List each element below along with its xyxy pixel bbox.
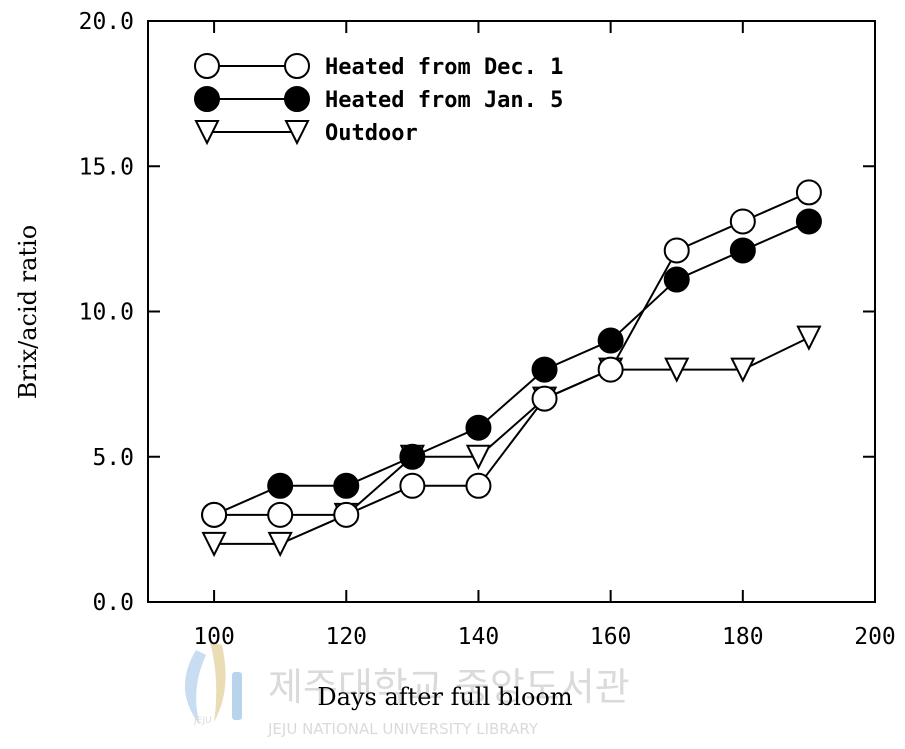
y-tick-label: 0.0: [92, 590, 134, 616]
x-tick-label: 160: [590, 624, 632, 650]
data-point-series-2: [729, 237, 756, 264]
x-tick-label: 200: [854, 624, 896, 650]
series-markers: [201, 179, 822, 558]
data-point-series-1: [267, 501, 294, 528]
data-point-series-1: [729, 208, 756, 235]
legend-marker: [284, 86, 310, 112]
series-line-1: [214, 191, 810, 516]
data-point-series-2: [531, 356, 558, 383]
data-point-series-1: [399, 472, 426, 499]
data-point-series-3: [796, 325, 822, 351]
y-tick-label: 15.0: [79, 154, 134, 180]
data-point-series-3: [664, 357, 690, 383]
legend-label: Heated from Dec. 1: [325, 55, 563, 80]
data-point-series-1: [333, 501, 360, 528]
y-tick-label: 10.0: [79, 300, 134, 326]
library-watermark: JEJU 제주대학교 중앙도서관 JEJU NATIONAL UNIVERSIT…: [184, 642, 630, 738]
watermark-english-text: JEJU NATIONAL UNIVERSITY LIBRARY: [267, 720, 539, 738]
series-line-3: [214, 336, 810, 545]
legend-marker: [284, 53, 310, 79]
legend-marker: [194, 120, 220, 146]
data-point-series-3: [465, 444, 492, 470]
data-point-series-3: [730, 357, 756, 383]
y-tick-label: 5.0: [92, 445, 134, 471]
watermark-korean-text: 제주대학교 중앙도서관: [268, 665, 630, 709]
data-point-series-1: [597, 356, 624, 383]
data-point-series-2: [333, 472, 360, 499]
legend: Heated from Dec. 1 Heated from Jan. 5 Outd…: [194, 53, 563, 146]
data-point-series-1: [201, 501, 228, 528]
data-point-series-3: [201, 531, 227, 558]
logo-text: JEJU: [193, 716, 212, 726]
legend-marker: [194, 53, 220, 79]
data-point-series-2: [267, 472, 294, 499]
data-point-series-2: [795, 208, 822, 235]
legend-label: Outdoor: [325, 121, 418, 146]
data-point-series-2: [399, 443, 426, 470]
university-logo: JEJU: [184, 642, 242, 726]
y-tick-label: 20.0: [79, 9, 134, 35]
data-point-series-1: [663, 237, 690, 264]
data-point-series-1: [531, 385, 558, 412]
data-point-series-1: [795, 179, 822, 206]
x-tick-label: 180: [722, 624, 764, 650]
data-point-series-2: [465, 414, 492, 441]
y-axis-title: Brix/acid ratio: [14, 225, 42, 399]
series-lines: [213, 191, 810, 545]
legend-marker: [194, 86, 220, 112]
data-point-series-1: [465, 472, 492, 499]
legend-marker: [284, 120, 310, 146]
x-tick-label: 100: [193, 624, 235, 650]
data-point-series-2: [663, 266, 690, 293]
legend-label: Heated from Jan. 5: [325, 88, 563, 113]
axis-ticks: 0.0 5.0 10.0 15.0 20.0 100 120 140 160 180 200: [79, 9, 896, 650]
x-axis-title: Days after full bloom: [317, 683, 572, 711]
x-tick-label: 120: [325, 624, 367, 650]
data-point-series-2: [597, 327, 624, 354]
series-line-2: [213, 220, 810, 516]
data-point-series-3: [267, 531, 293, 558]
x-tick-label: 140: [458, 624, 500, 650]
